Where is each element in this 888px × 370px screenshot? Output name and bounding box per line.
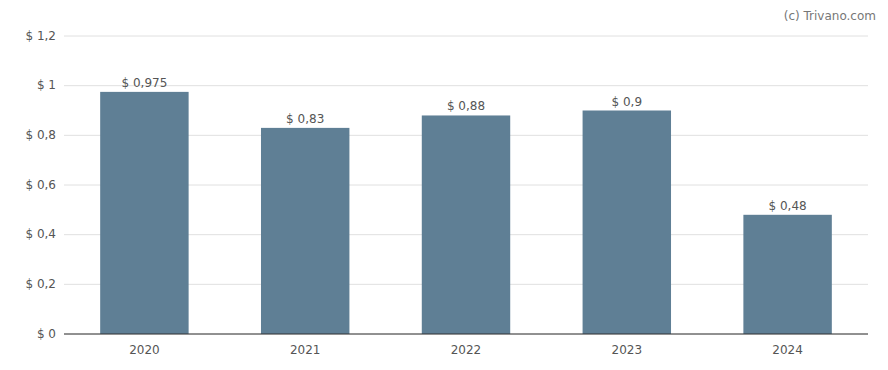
grid-line bbox=[64, 334, 868, 335]
y-tick-label: $ 0,8 bbox=[25, 128, 56, 142]
chart-svg: $ 0$ 0,2$ 0,4$ 0,6$ 0,8$ 1$ 1,2$ 0,975$ … bbox=[0, 0, 888, 370]
data-label: $ 0,48 bbox=[769, 199, 807, 213]
y-tick-label: $ 0 bbox=[37, 327, 56, 341]
x-tick-label: 2023 bbox=[612, 343, 643, 357]
data-label: $ 0,88 bbox=[447, 99, 485, 113]
grid-line bbox=[64, 36, 868, 37]
x-tick-label: 2024 bbox=[772, 343, 803, 357]
grid-line bbox=[64, 85, 868, 86]
annotation: (c) Trivano.com bbox=[784, 9, 876, 23]
y-tick-label: $ 0,4 bbox=[25, 227, 56, 241]
y-tick-label: $ 1,2 bbox=[25, 29, 56, 43]
data-label: $ 0,975 bbox=[121, 76, 167, 90]
y-axis: $ 0 $ 0,2 $ 0,4 $ 0,6 $ 0,8 $ 1 $ 1,2 bbox=[25, 29, 56, 341]
x-tick-label: 2021 bbox=[290, 343, 321, 357]
grid bbox=[64, 36, 868, 334]
x-tick-label: 2022 bbox=[451, 343, 482, 357]
bars bbox=[100, 92, 832, 334]
bar bbox=[743, 215, 831, 334]
x-axis-line bbox=[64, 334, 868, 335]
bar bbox=[100, 92, 188, 334]
y-tick-label: $ 1 bbox=[37, 78, 56, 92]
data-label: $ 0,9 bbox=[612, 95, 643, 109]
bar bbox=[261, 128, 349, 334]
y-tick-label: $ 0,2 bbox=[25, 277, 56, 291]
x-tick-label: 2020 bbox=[129, 343, 160, 357]
bar bbox=[583, 111, 671, 335]
data-labels: $ 0,975 $ 0,83 $ 0,88 $ 0,9 $ 0,48 bbox=[121, 76, 806, 213]
data-label: $ 0,83 bbox=[286, 112, 324, 126]
bar bbox=[422, 115, 510, 334]
y-tick-label: $ 0,6 bbox=[25, 178, 56, 192]
x-axis: 2020 2021 2022 2023 2024 bbox=[64, 334, 868, 357]
chart-container: $ 0$ 0,2$ 0,4$ 0,6$ 0,8$ 1$ 1,2$ 0,975$ … bbox=[0, 0, 888, 370]
